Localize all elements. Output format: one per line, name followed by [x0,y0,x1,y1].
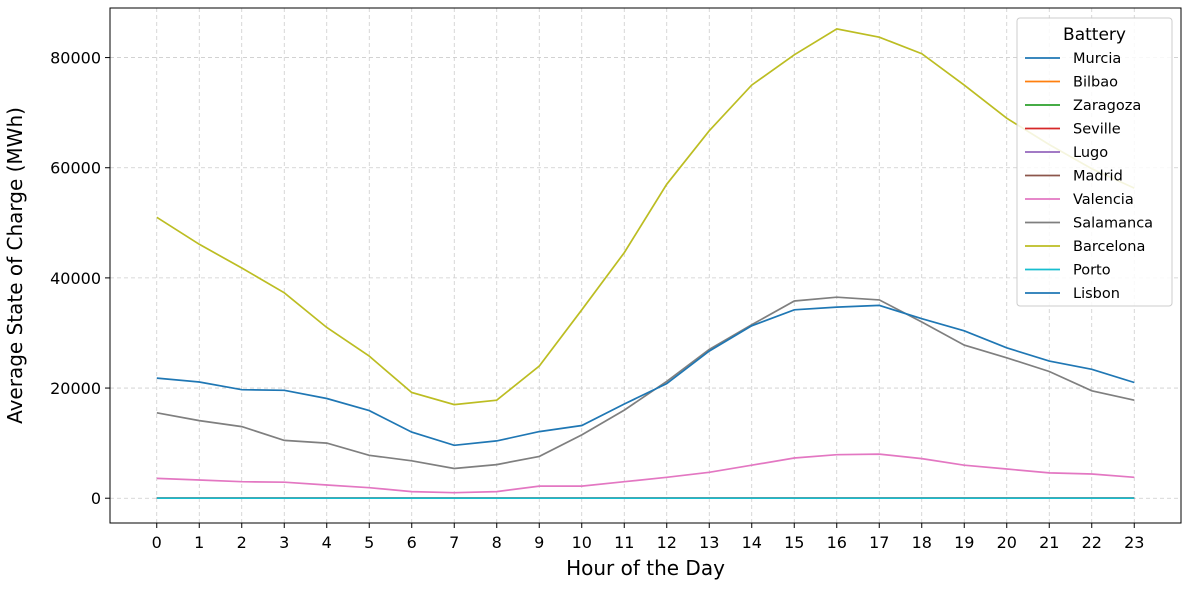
y-tick-label: 20000 [50,379,101,398]
legend-label-madrid: Madrid [1073,169,1123,185]
x-tick-label: 15 [784,533,804,552]
x-tick-label: 10 [572,533,592,552]
x-tick-label: 3 [279,533,289,552]
legend-title: Battery [1063,25,1126,45]
legend-label-zaragoza: Zaragoza [1073,98,1141,114]
series-lines [156,28,1135,500]
x-tick-label: 12 [657,533,677,552]
legend-label-bilbao: Bilbao [1073,75,1118,91]
legend-box [1016,17,1173,307]
legend-label-seville: Seville [1073,122,1121,138]
x-tick-label: 11 [614,533,634,552]
series-line-lisbon [156,304,1135,447]
x-tick-label: 18 [912,533,932,552]
x-tick-label: 23 [1124,533,1144,552]
x-tick-label: 22 [1082,533,1102,552]
x-tick-label: 21 [1039,533,1059,552]
y-tick-label: 80000 [50,49,101,68]
x-tick-label: 7 [449,533,459,552]
legend: Battery Murcia Bilbao Zaragoza Seville Lugo M… [1016,17,1173,307]
series-line-salamanca [156,296,1135,470]
legend-label-barcelona: Barcelona [1073,239,1145,255]
x-tick-label: 16 [827,533,847,552]
legend-label-salamanca: Salamanca [1073,216,1153,232]
x-tick-label: 0 [152,533,162,552]
x-tick-label: 14 [742,533,762,552]
legend-label-murcia: Murcia [1073,51,1121,67]
x-tick-label: 9 [534,533,544,552]
x-tick-label: 1 [194,533,204,552]
series-line-barcelona [156,28,1135,406]
series-line-valencia [156,453,1135,494]
x-tick-label: 4 [322,533,332,552]
x-tick-label: 13 [699,533,719,552]
x-tick-label: 6 [407,533,417,552]
x-tick-label: 20 [997,533,1017,552]
y-tick-label: 40000 [50,269,101,288]
y-tick-label: 60000 [50,159,101,178]
legend-label-valencia: Valencia [1073,192,1134,208]
y-tick-label: 0 [91,489,101,508]
legend-label-porto: Porto [1073,263,1111,279]
plot-background [110,8,1181,523]
y-axis-label: Average State of Charge (MWh) [3,107,27,424]
x-tick-label: 8 [492,533,502,552]
x-tick-label: 17 [869,533,889,552]
x-axis-ticks: 0 1 2 3 4 5 6 7 8 9 10 11 12 13 14 15 16 17 18 19 20 21 22 23 [152,523,1144,552]
legend-label-lugo: Lugo [1073,145,1108,161]
legend-label-lisbon: Lisbon [1073,286,1120,302]
plot-frame [109,7,1182,524]
x-tick-label: 5 [364,533,374,552]
y-axis-ticks: 0 20000 40000 60000 80000 [50,49,110,508]
grid-lines [110,8,1181,523]
x-tick-label: 19 [954,533,974,552]
x-tick-label: 2 [237,533,247,552]
x-axis-label: Hour of the Day [566,556,725,580]
